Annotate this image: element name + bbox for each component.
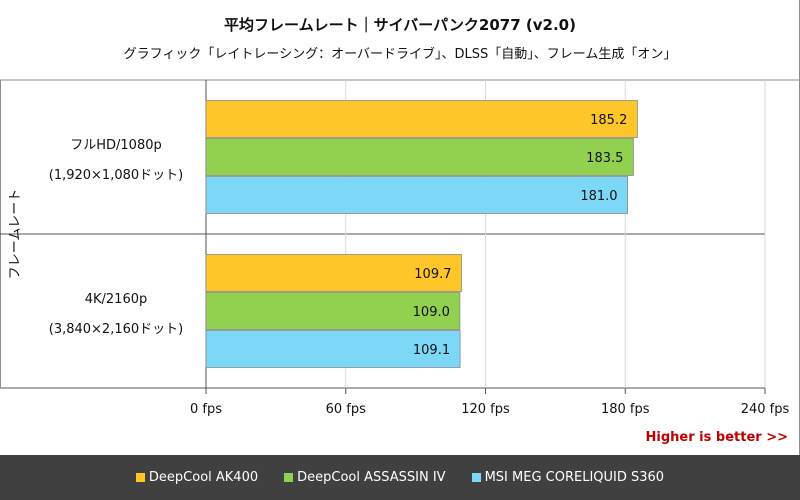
legend: DeepCool AK400 DeepCool ASSASSIN IV MSI ME…: [0, 455, 800, 500]
bar-value-label: 109.7: [414, 267, 451, 282]
bar-value-label: 185.2: [590, 113, 627, 128]
x-tick-label: 60 fps: [326, 402, 367, 417]
legend-item: MSI MEG CORELIQUID S360: [471, 470, 665, 485]
y-axis-label: フレームレート: [8, 189, 23, 280]
category-label: 4K/2160p: [85, 292, 148, 307]
bar: [205, 292, 461, 330]
category-label: フルHD/1080p: [70, 138, 162, 153]
plot-frame: [0, 0, 800, 455]
chart-title: 平均フレームレート｜サイバーパンク2077 (v2.0): [224, 16, 576, 34]
bar-value-label: 109.0: [413, 305, 450, 320]
x-tick-label: 0 fps: [190, 402, 222, 417]
bar: [205, 330, 461, 368]
bars: [205, 100, 638, 368]
legend-swatch: [471, 473, 481, 482]
bar: [205, 176, 628, 214]
higher-is-better-note: Higher is better >>: [645, 430, 788, 445]
bar-value-label: 109.1: [413, 343, 450, 358]
legend-label: MSI MEG CORELIQUID S360: [484, 470, 665, 485]
bar-value-label: 181.0: [580, 189, 617, 204]
x-tick-label: 120 fps: [461, 402, 510, 417]
legend-label: DeepCool ASSASSIN IV: [297, 470, 446, 485]
legend-swatch: [284, 473, 294, 482]
legend-swatch: [135, 473, 145, 482]
bar: [205, 138, 634, 176]
category-sublabel: (1,920×1,080ドット): [49, 168, 183, 183]
legend-label: DeepCool AK400: [148, 470, 259, 485]
bar: [205, 254, 462, 292]
category-sublabel: (3,840×2,160ドット): [49, 322, 183, 337]
x-tick-label: 240 fps: [741, 402, 790, 417]
chart-subtitle: グラフィック「レイトレーシング：オーバードライブ」、DLSS「自動」、フレーム生…: [123, 47, 677, 62]
bar: [205, 100, 638, 138]
bar-value-label: 183.5: [586, 151, 623, 166]
legend-item: DeepCool ASSASSIN IV: [284, 470, 446, 485]
labels: 0 fps 60 fps 120 fps 180 fps 240 fps フレームレート フ…: [8, 113, 790, 417]
legend-item: DeepCool AK400: [135, 470, 259, 485]
bar-chart: 0 fps 60 fps 120 fps 180 fps 240 fps フレームレート フ…: [0, 0, 800, 455]
x-tick-label: 180 fps: [601, 402, 650, 417]
